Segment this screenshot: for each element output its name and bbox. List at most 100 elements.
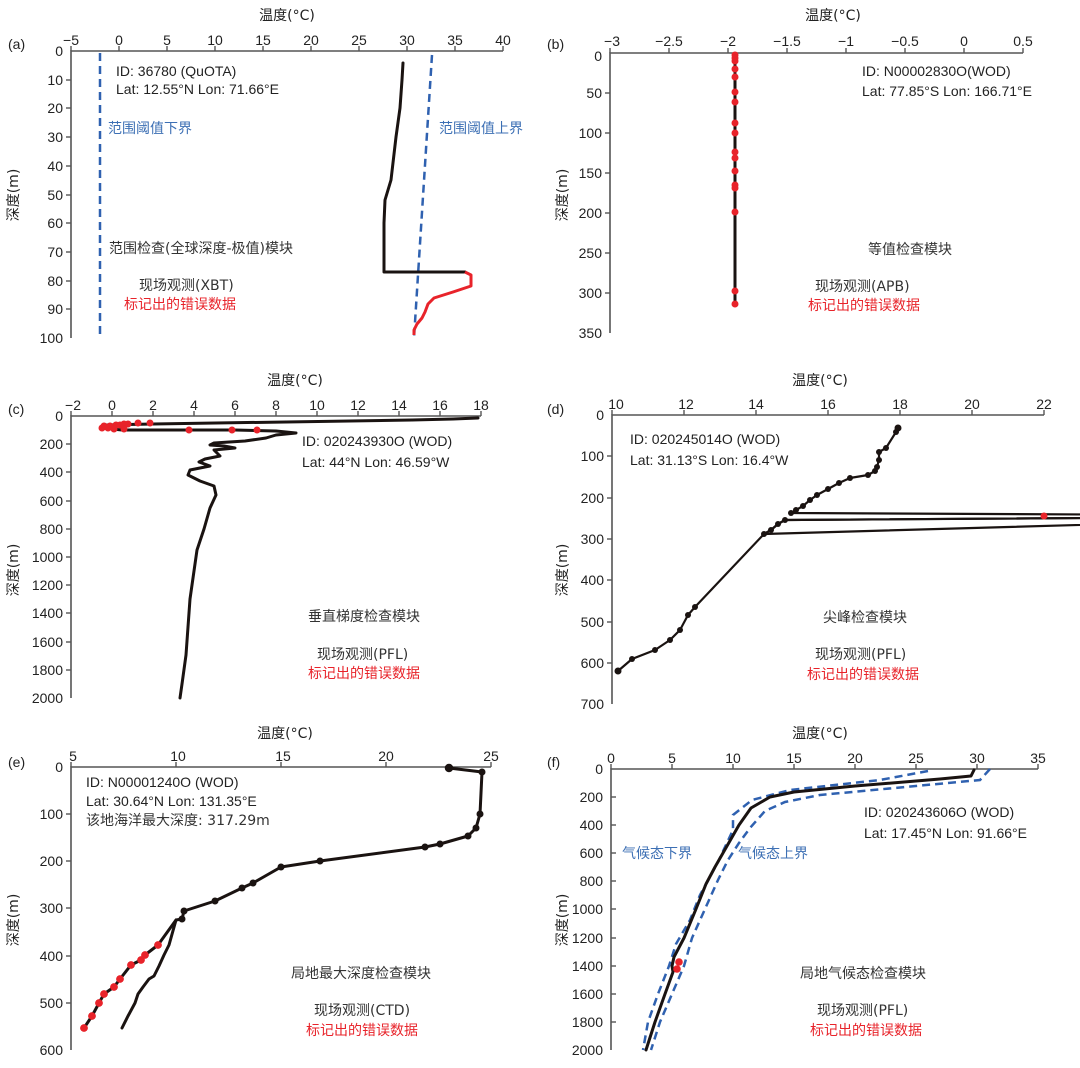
panel-label: (c) — [8, 401, 24, 417]
svg-text:4: 4 — [190, 397, 198, 413]
svg-text:80: 80 — [47, 273, 63, 289]
svg-text:30: 30 — [47, 129, 63, 145]
svg-text:5: 5 — [69, 748, 77, 764]
module-label: 局地最大深度检查模块 — [291, 966, 431, 982]
svg-text:100: 100 — [40, 330, 64, 346]
svg-text:2000: 2000 — [32, 690, 63, 706]
svg-text:1000: 1000 — [32, 549, 63, 565]
svg-text:60: 60 — [47, 215, 63, 231]
panel-e: (e) 温度(°C) 深度(m) 5 10 15 20 25 0 100 200 300 400… — [6, 726, 499, 1058]
error-legend-label: 标记出的错误数据 — [808, 298, 920, 314]
svg-text:10: 10 — [725, 750, 741, 766]
svg-text:250: 250 — [579, 245, 603, 261]
svg-text:10: 10 — [608, 396, 624, 412]
error-legend-label: 标记出的错误数据 — [124, 297, 236, 313]
upper-bound-label: 范围阈值上界 — [439, 120, 523, 137]
panel-label: (d) — [547, 401, 564, 417]
svg-text:100: 100 — [40, 806, 64, 822]
svg-text:35: 35 — [447, 32, 463, 48]
svg-text:300: 300 — [579, 285, 603, 301]
panel-label: (a) — [8, 36, 25, 52]
svg-text:200: 200 — [579, 205, 603, 221]
svg-text:10: 10 — [170, 748, 186, 764]
svg-text:30: 30 — [399, 32, 415, 48]
panel-d: (d) 温度(°C) 深度(m) 10 12 14 16 18 20 22 0 100 200 3… — [547, 373, 1080, 712]
panel-label: (e) — [8, 754, 25, 770]
svg-text:25: 25 — [351, 32, 367, 48]
svg-text:20: 20 — [964, 396, 980, 412]
upper-bound-line — [412, 54, 434, 339]
svg-text:0: 0 — [960, 33, 968, 49]
svg-text:5: 5 — [163, 32, 171, 48]
svg-text:800: 800 — [40, 521, 64, 537]
max-depth-annotation: 该地海洋最大深度: 317.29m — [86, 813, 270, 829]
profile-latlon: Lat: 31.13°S Lon: 16.4°W — [630, 452, 789, 468]
svg-text:0: 0 — [55, 43, 63, 59]
lower-bound-label: 范围阈值下界 — [108, 120, 192, 137]
profile-data-points — [178, 763, 486, 923]
x-axis-title: 温度(°C) — [267, 373, 323, 389]
svg-text:500: 500 — [40, 995, 64, 1011]
panel-label: (f) — [547, 754, 560, 770]
profile-data-points — [614, 424, 902, 675]
svg-text:50: 50 — [47, 187, 63, 203]
svg-text:50: 50 — [586, 85, 602, 101]
error-data-segment — [412, 270, 473, 335]
svg-text:1400: 1400 — [32, 605, 63, 621]
panel-label: (b) — [547, 36, 564, 52]
observation-label: 现场观测(PFL) — [815, 647, 906, 663]
svg-text:1800: 1800 — [572, 1014, 603, 1030]
svg-text:1600: 1600 — [32, 634, 63, 650]
axes: 5 10 15 20 25 0 100 200 300 400 500 600 — [40, 748, 499, 1058]
svg-text:1800: 1800 — [32, 662, 63, 678]
profile-id: ID: N00002830O(WOD) — [862, 63, 1011, 79]
climatology-lower-bound — [641, 769, 929, 1051]
svg-text:18: 18 — [892, 396, 908, 412]
svg-text:700: 700 — [581, 696, 605, 712]
svg-text:14: 14 — [748, 396, 764, 412]
svg-text:400: 400 — [580, 817, 604, 833]
svg-text:−3: −3 — [604, 33, 620, 49]
panel-c: (c) 温度(°C) 深度(m) −2 0 2 4 6 8 10 12 14 16 18 02004… — [6, 373, 489, 706]
svg-text:40: 40 — [47, 158, 63, 174]
y-axis-title: 深度(m) — [555, 169, 571, 222]
y-axis-title: 深度(m) — [6, 544, 22, 597]
svg-text:15: 15 — [786, 750, 802, 766]
svg-text:18: 18 — [473, 397, 489, 413]
error-legend-label: 标记出的错误数据 — [306, 1023, 418, 1039]
y-axis-title: 深度(m) — [6, 169, 22, 222]
svg-text:30: 30 — [969, 750, 985, 766]
svg-text:6: 6 — [231, 397, 239, 413]
observation-label: 现场观测(PFL) — [817, 1003, 908, 1019]
svg-text:10: 10 — [309, 397, 325, 413]
axes: −2 0 2 4 6 8 10 12 14 16 18 0200400600800100012001… — [32, 397, 489, 706]
svg-text:25: 25 — [483, 748, 499, 764]
svg-text:2000: 2000 — [572, 1042, 603, 1058]
svg-text:40: 40 — [495, 32, 511, 48]
upper-bound-label: 气候态上界 — [738, 846, 808, 862]
svg-text:600: 600 — [580, 845, 604, 861]
svg-text:1600: 1600 — [572, 986, 603, 1002]
svg-text:12: 12 — [678, 396, 694, 412]
svg-text:−1: −1 — [838, 33, 854, 49]
svg-text:350: 350 — [579, 325, 603, 341]
error-data-point — [1040, 512, 1048, 520]
error-data-points — [731, 51, 739, 308]
svg-text:2: 2 — [149, 397, 157, 413]
svg-text:15: 15 — [255, 32, 271, 48]
profile-latlon: Lat: 17.45°N Lon: 91.66°E — [864, 825, 1027, 841]
svg-text:600: 600 — [40, 493, 64, 509]
svg-text:20: 20 — [47, 100, 63, 116]
svg-text:300: 300 — [40, 900, 64, 916]
svg-text:−1.5: −1.5 — [773, 33, 801, 49]
axes: −5 0 5 10 15 20 25 30 35 40 010203040506070809010… — [40, 32, 511, 346]
svg-text:600: 600 — [581, 655, 605, 671]
svg-text:70: 70 — [47, 244, 63, 260]
panel-f: (f) 温度(°C) 深度(m) 0 5 10 15 20 25 30 35 0 200 400 6… — [547, 726, 1046, 1058]
svg-text:16: 16 — [432, 397, 448, 413]
module-label: 尖峰检查模块 — [823, 610, 907, 626]
svg-text:0: 0 — [108, 397, 116, 413]
svg-text:8: 8 — [272, 397, 280, 413]
error-data-points — [98, 419, 261, 434]
observation-label: 现场观测(APB) — [815, 279, 910, 295]
